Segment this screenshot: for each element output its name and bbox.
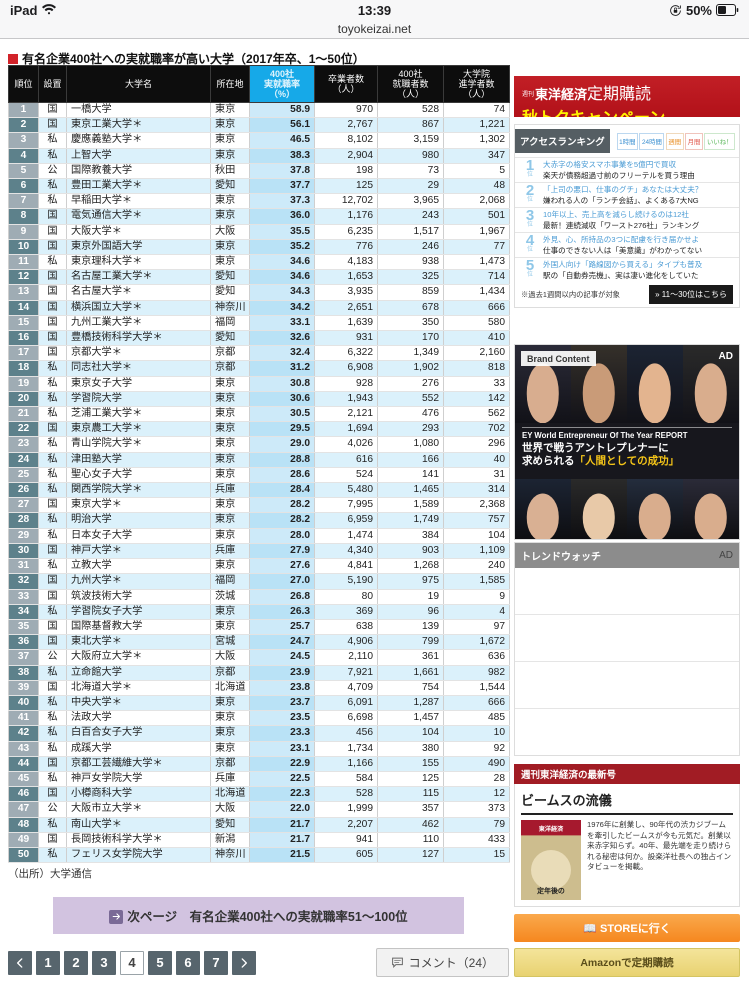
svg-text:定年後の: 定年後の <box>536 886 565 895</box>
svg-text:東洋経済: 東洋経済 <box>539 825 564 833</box>
